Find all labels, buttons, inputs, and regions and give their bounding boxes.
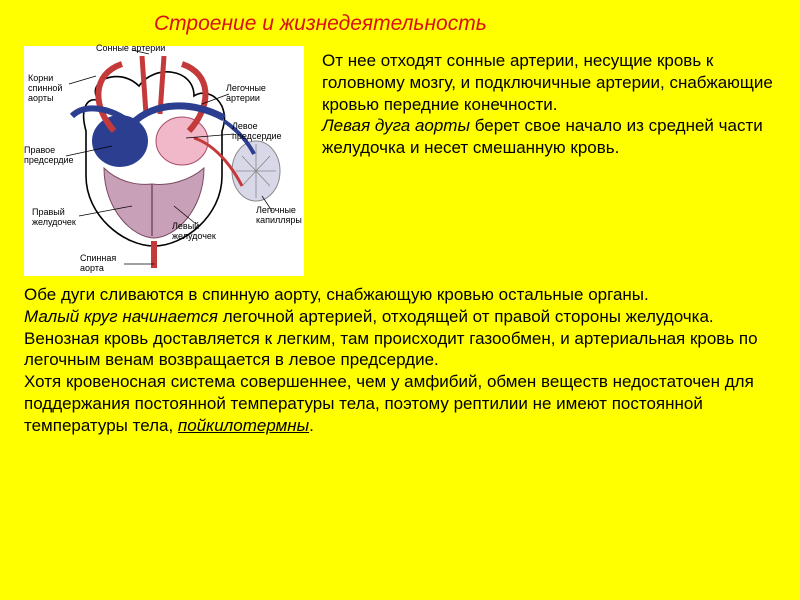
right-text-block: От нее отходят сонные артерии, несущие к… bbox=[322, 46, 776, 276]
label-right-ventricle: Правый желудочек bbox=[32, 208, 76, 228]
heart-diagram: Сонные артерии Корни спинной аорты Легоч… bbox=[24, 46, 304, 276]
label-left-ventricle: Левый желудочек bbox=[172, 222, 216, 242]
top-section: Сонные артерии Корни спинной аорты Легоч… bbox=[24, 46, 776, 276]
right-p1: От нее отходят сонные артерии, несущие к… bbox=[322, 51, 773, 114]
label-pulmonary-capillaries: Легочные капилляры bbox=[256, 206, 302, 226]
bottom-p4: . bbox=[309, 416, 314, 435]
label-spinal-aorta: Спинная аорта bbox=[80, 254, 116, 274]
label-left-atrium: Левое предсердие bbox=[232, 122, 282, 142]
bottom-text-block: Обе дуги сливаются в спинную аорту, снаб… bbox=[24, 284, 776, 436]
bottom-p3: Хотя кровеносная система совершеннее, че… bbox=[24, 372, 754, 435]
label-carotid: Сонные артерии bbox=[96, 44, 165, 54]
term-poikilotherm: пойкилотермны bbox=[178, 416, 309, 435]
bottom-p1: Обе дуги сливаются в спинную аорту, снаб… bbox=[24, 285, 649, 304]
term-small-circle: Малый круг начинается bbox=[24, 307, 218, 326]
label-right-atrium: Правое предсердие bbox=[24, 146, 74, 166]
label-pulmonary-arteries: Легочные артерии bbox=[226, 84, 266, 104]
label-dorsal-roots: Корни спинной аорты bbox=[28, 74, 62, 104]
page-title: Строение и жизнедеятельность bbox=[154, 12, 776, 36]
term-left-arch: Левая дуга аорты bbox=[322, 116, 470, 135]
